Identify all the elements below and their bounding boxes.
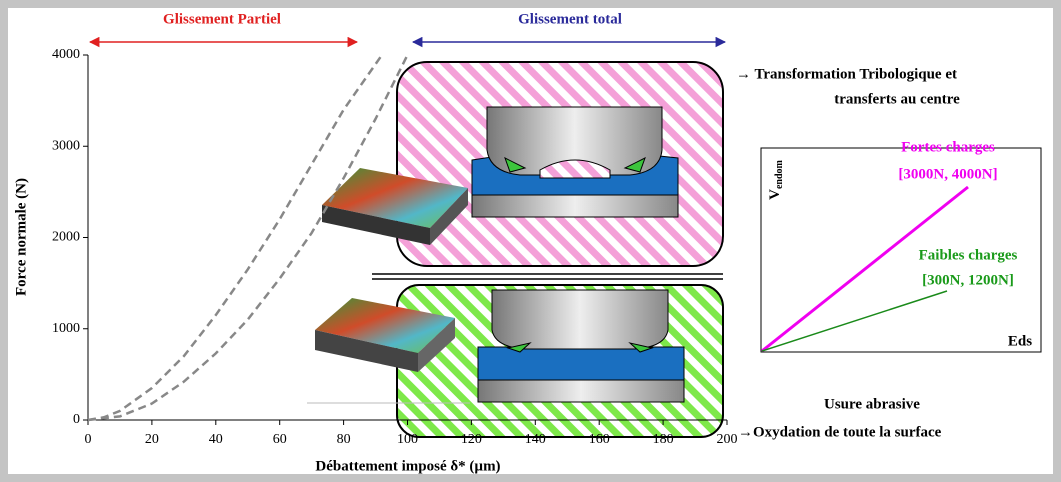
x-tick-label: 200 xyxy=(717,432,738,447)
y-tick-label: 0 xyxy=(73,412,80,427)
x-tick-label: 140 xyxy=(525,432,546,447)
inset-frame xyxy=(760,147,1042,353)
x-tick-label: 120 xyxy=(461,432,482,447)
y-tick-label: 2000 xyxy=(52,230,80,245)
inset: Vendom Eds Fortes charges [3000N, 4000N]… xyxy=(760,139,1042,353)
inset-x-label: Eds xyxy=(1008,333,1032,349)
x-axis-label: Débattement imposé δ* (µm) xyxy=(315,458,500,474)
partial-label: Glissement Partiel xyxy=(163,11,281,27)
contact-bottom xyxy=(477,289,685,403)
low-load-label: Faibles charges xyxy=(919,247,1018,263)
note: → Transformation Tribologique et xyxy=(736,66,957,82)
y-tick-label: 1000 xyxy=(52,321,80,336)
inset-y-label: Vendom xyxy=(767,159,785,199)
x-tick-label: 40 xyxy=(209,432,223,447)
low-load-line xyxy=(761,290,948,352)
x-tick-label: 60 xyxy=(273,432,287,447)
x-tick-label: 100 xyxy=(397,432,418,447)
inset-y-main: V xyxy=(767,189,783,200)
surface-bottom xyxy=(315,298,455,372)
note: →Oxydation de toute la surface xyxy=(738,424,942,440)
low-load-range: [300N, 1200N] xyxy=(922,272,1014,288)
note: transferts au centre xyxy=(834,91,960,107)
x-tick-label: 20 xyxy=(145,432,159,447)
curve xyxy=(87,54,409,422)
high-load-range: [3000N, 4000N] xyxy=(898,166,997,182)
surface-top xyxy=(322,168,468,245)
high-load-label: Fortes charges xyxy=(901,139,995,155)
contact-top xyxy=(471,106,679,218)
y-tick-label: 4000 xyxy=(52,47,80,62)
x-tick-label: 160 xyxy=(589,432,610,447)
high-load-line xyxy=(761,185,969,353)
note: Usure abrasive xyxy=(824,396,920,412)
x-tick-label: 180 xyxy=(653,432,674,447)
curve xyxy=(87,54,383,422)
x-tick-label: 80 xyxy=(337,432,351,447)
y-tick-label: 3000 xyxy=(52,138,80,153)
x-tick-label: 0 xyxy=(85,432,92,447)
inset-y-sub: endom xyxy=(774,159,785,189)
total-label: Glissement total xyxy=(518,11,622,27)
y-axis-label: Force normale (N) xyxy=(13,178,29,296)
